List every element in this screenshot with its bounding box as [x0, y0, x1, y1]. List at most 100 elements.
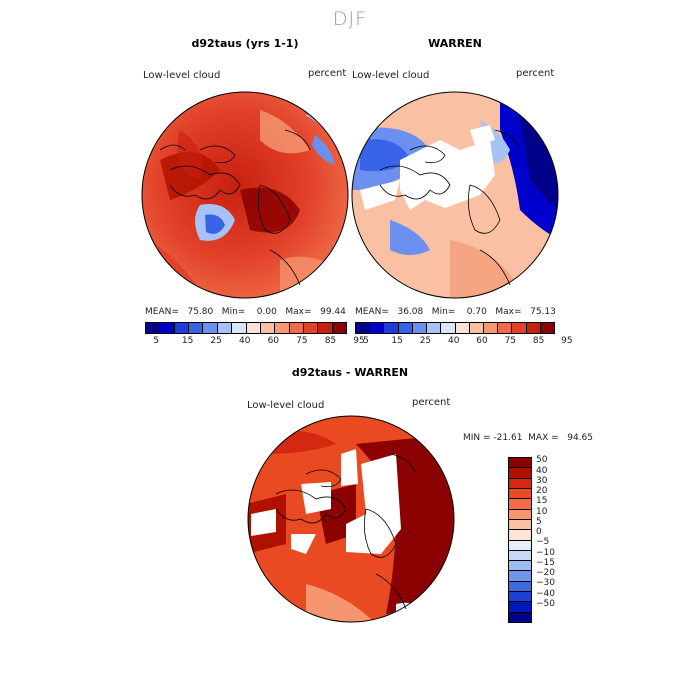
- diff-colorbar: [508, 457, 532, 623]
- model-panel-title: d92taus (yrs 1-1): [191, 37, 299, 50]
- obs-map-border: [351, 91, 559, 299]
- colorbar-swatch: [469, 323, 484, 333]
- colorbar-tick-label: 10: [536, 506, 548, 517]
- obs-colorbar-labels: 5 15 25 40 60 75 85 95: [355, 336, 572, 348]
- colorbar-swatch: [203, 323, 218, 333]
- colorbar-swatch: [146, 323, 161, 333]
- colorbar-swatch: [246, 323, 261, 333]
- colorbar-swatch: [509, 458, 531, 469]
- colorbar-swatch: [303, 323, 319, 333]
- colorbar-swatch: [232, 323, 247, 333]
- obs-polar-map: [351, 91, 559, 299]
- model-stats: MEAN= 75.80 Min= 0.00 Max= 99.44: [145, 307, 346, 317]
- colorbar-tick-label: 75: [504, 336, 517, 346]
- colorbar-tick-label: 15: [391, 336, 403, 346]
- colorbar-swatch: [509, 468, 531, 479]
- diff-units-label: percent: [412, 397, 451, 408]
- model-coastlines: [159, 129, 311, 286]
- colorbar-tick-label: 5: [153, 336, 160, 346]
- colorbar-swatch: [189, 323, 204, 333]
- colorbar-swatch: [509, 592, 531, 603]
- model-variable-label: Low-level cloud: [143, 70, 221, 81]
- colorbar-swatch: [509, 550, 531, 562]
- colorbar-tick-label: 25: [419, 336, 432, 346]
- colorbar-swatch: [540, 323, 555, 333]
- colorbar-swatch: [509, 561, 531, 572]
- colorbar-swatch: [275, 323, 290, 333]
- model-colorbar-labels: 5 15 25 40 60 75 85 95: [145, 336, 364, 348]
- obs-units-label: percent: [516, 68, 555, 79]
- colorbar-tick-label: 15: [181, 336, 194, 346]
- colorbar-swatch: [526, 323, 541, 333]
- colorbar-swatch: [441, 323, 456, 333]
- colorbar-swatch: [289, 323, 304, 333]
- season-title: DJF: [332, 8, 368, 30]
- colorbar-tick-label: 30: [536, 475, 548, 486]
- colorbar-swatch: [509, 612, 531, 622]
- colorbar-swatch: [509, 509, 531, 520]
- colorbar-swatch: [332, 323, 347, 333]
- colorbar-tick-label: 60: [267, 336, 280, 346]
- colorbar-tick-label: 60: [476, 336, 488, 346]
- colorbar-swatch: [509, 488, 531, 500]
- colorbar-swatch: [427, 323, 442, 333]
- colorbar-tick-label: 5: [363, 336, 369, 346]
- colorbar-swatch: [509, 602, 531, 613]
- colorbar-swatch: [412, 323, 428, 333]
- colorbar-swatch: [512, 323, 527, 333]
- model-polar-map: [141, 91, 349, 299]
- colorbar-swatch: [384, 323, 399, 333]
- colorbar-tick-label: 40: [448, 336, 460, 346]
- colorbar-swatch: [509, 571, 531, 582]
- colorbar-tick-label: 95: [561, 336, 573, 346]
- obs-colorbar: [355, 322, 555, 334]
- colorbar-tick-label: 85: [324, 336, 337, 346]
- diff-coastlines: [275, 453, 417, 610]
- colorbar-swatch: [498, 323, 513, 333]
- colorbar-swatch: [509, 519, 531, 531]
- diff-panel-title: d92taus - WARREN: [291, 366, 409, 379]
- obs-stats: MEAN= 36.08 Min= 0.70 Max= 75.13: [355, 307, 556, 317]
- colorbar-tick-label: 50: [536, 455, 548, 466]
- colorbar-swatch: [160, 323, 175, 333]
- colorbar-tick-label: −5: [536, 537, 550, 548]
- colorbar-swatch: [483, 323, 499, 333]
- colorbar-swatch: [509, 530, 531, 541]
- colorbar-swatch: [398, 323, 413, 333]
- colorbar-tick-label: −20: [536, 568, 555, 578]
- colorbar-swatch: [174, 323, 190, 333]
- diff-variable-label: Low-level cloud: [247, 400, 325, 411]
- colorbar-swatch: [455, 323, 470, 333]
- colorbar-swatch: [509, 540, 531, 551]
- colorbar-swatch: [509, 478, 531, 489]
- diff-polar-map: [247, 415, 455, 623]
- colorbar-swatch: [318, 323, 333, 333]
- colorbar-tick-label: −15: [536, 557, 555, 568]
- colorbar-tick-label: 20: [536, 486, 548, 496]
- model-map-border: [141, 91, 349, 299]
- model-colorbar: [145, 322, 347, 334]
- colorbar-tick-label: 40: [536, 465, 548, 476]
- colorbar-tick-label: 75: [296, 336, 308, 346]
- obs-variable-label: Low-level cloud: [352, 70, 430, 81]
- colorbar-swatch: [217, 323, 233, 333]
- colorbar-tick-label: 0: [536, 527, 542, 537]
- colorbar-swatch: [370, 323, 385, 333]
- colorbar-tick-label: 40: [239, 336, 251, 346]
- colorbar-tick-label: −30: [536, 578, 555, 589]
- diff-stats: MIN = -21.61 MAX = 94.65: [463, 433, 593, 443]
- model-units-label: percent: [308, 68, 347, 79]
- colorbar-swatch: [260, 323, 276, 333]
- diff-colorbar-labels: 50 40 30 20 15 10 5 0 −5 −10 −15 −20 −30 −40 −50: [536, 455, 576, 621]
- colorbar-swatch: [509, 581, 531, 593]
- colorbar-tick-label: −10: [536, 547, 555, 558]
- colorbar-tick-label: 25: [210, 336, 222, 346]
- diff-map-border: [247, 415, 455, 623]
- colorbar-swatch: [356, 323, 371, 333]
- colorbar-tick-label: −50: [536, 598, 555, 609]
- obs-coastlines: [379, 129, 521, 286]
- colorbar-swatch: [509, 499, 531, 510]
- colorbar-tick-label: −40: [536, 588, 555, 599]
- colorbar-tick-label: 95: [353, 336, 365, 346]
- colorbar-tick-label: 85: [532, 336, 545, 346]
